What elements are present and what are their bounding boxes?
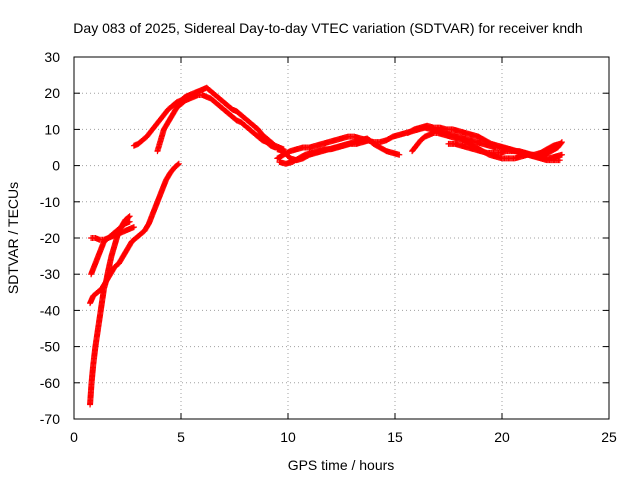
y-tick-label: -30: [40, 266, 60, 282]
y-tick-label: -60: [40, 375, 60, 391]
x-tick-label: 25: [601, 429, 617, 445]
data-point: [126, 213, 133, 220]
x-tick-label: 20: [494, 429, 510, 445]
y-tick-label: 0: [52, 158, 60, 174]
x-axis-label: GPS time / hours: [288, 457, 395, 473]
y-tick-label: -10: [40, 194, 60, 210]
x-tick-label: 10: [280, 429, 296, 445]
data-point: [125, 214, 132, 221]
data-point: [558, 151, 565, 158]
data-point: [175, 160, 182, 167]
data-point: [396, 151, 403, 158]
data-point: [175, 161, 182, 168]
y-tick-label: -70: [40, 411, 60, 427]
data-point: [126, 218, 133, 225]
x-tick-label: 0: [70, 429, 78, 445]
y-tick-label: -40: [40, 302, 60, 318]
grid-lines: [74, 57, 609, 419]
data-point: [558, 139, 565, 146]
x-tick-label: 5: [177, 429, 185, 445]
y-tick-label: 30: [44, 49, 60, 65]
chart-title: Day 083 of 2025, Sidereal Day-to-day VTE…: [73, 20, 582, 36]
y-tick-label: -50: [40, 339, 60, 355]
x-tick-label: 15: [387, 429, 403, 445]
tick-marks: [73, 56, 610, 420]
data-point: [366, 137, 373, 144]
y-tick-label: 10: [44, 121, 60, 137]
tick-labels: 0 5 10 15 20 25 -70 -60 -50 -40 -30 -20 -10 0 10 20 30: [40, 49, 617, 445]
y-axis-label: SDTVAR / TECUs: [5, 182, 21, 294]
data-layer: [87, 84, 565, 408]
y-tick-label: 20: [44, 85, 60, 101]
data-point: [130, 224, 137, 231]
data-point: [558, 139, 565, 146]
y-tick-label: -20: [40, 230, 60, 246]
